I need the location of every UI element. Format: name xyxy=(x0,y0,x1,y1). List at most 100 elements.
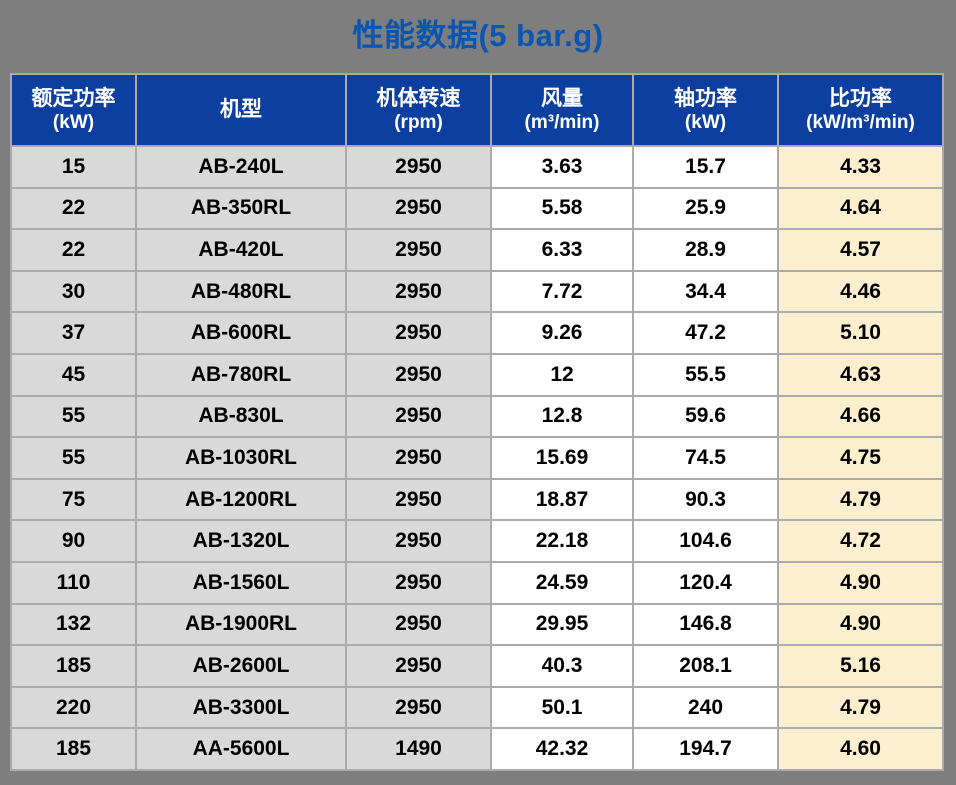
col-header-unit: (m³/min) xyxy=(524,112,600,134)
table-row: 55 AB-830L 2950 12.8 59.6 4.66 xyxy=(10,394,944,439)
cell-air-flow: 22.18 xyxy=(490,519,634,563)
cell-air-flow: 12 xyxy=(490,352,634,397)
table-row: 37 AB-600RL 2950 9.26 47.2 5.10 xyxy=(10,311,944,355)
cell-speed: 2950 xyxy=(345,644,492,688)
col-header-specific-power: 比功率 (kW/m³/min) xyxy=(777,73,944,147)
cell-specific-power: 5.10 xyxy=(777,311,944,355)
col-header-label: 额定功率 xyxy=(31,86,116,110)
cell-model: AB-1900RL xyxy=(135,602,347,647)
cell-shaft-power: 194.7 xyxy=(632,727,779,771)
cell-air-flow: 42.32 xyxy=(490,727,634,771)
col-header-unit: (rpm) xyxy=(394,112,443,134)
cell-rated-power: 55 xyxy=(10,394,137,439)
cell-air-flow: 5.58 xyxy=(490,186,634,231)
cell-rated-power: 15 xyxy=(10,145,137,189)
cell-specific-power: 4.90 xyxy=(777,560,944,605)
cell-rated-power: 220 xyxy=(10,685,137,730)
col-header-label: 机型 xyxy=(220,98,262,122)
cell-specific-power: 4.57 xyxy=(777,228,944,272)
cell-specific-power: 4.66 xyxy=(777,394,944,439)
page-title: 性能数据(5 bar.g) xyxy=(352,18,604,53)
cell-rated-power: 55 xyxy=(10,436,137,480)
col-header-label: 机体转速 xyxy=(376,86,461,110)
table-row: 75 AB-1200RL 2950 18.87 90.3 4.79 xyxy=(10,477,944,522)
cell-speed: 2950 xyxy=(345,352,492,397)
cell-rated-power: 45 xyxy=(10,352,137,397)
col-header-shaft-power: 轴功率 (kW) xyxy=(632,73,779,147)
col-header-label: 比功率 xyxy=(829,86,892,110)
cell-model: AB-350RL xyxy=(135,186,347,231)
cell-model: AB-1320L xyxy=(135,519,347,563)
cell-shaft-power: 146.8 xyxy=(632,602,779,647)
cell-shaft-power: 74.5 xyxy=(632,436,779,480)
table-row: 22 AB-350RL 2950 5.58 25.9 4.64 xyxy=(10,186,944,231)
table-row: 185 AA-5600L 1490 42.32 194.7 4.60 xyxy=(10,727,944,771)
cell-specific-power: 4.33 xyxy=(777,145,944,189)
cell-rated-power: 37 xyxy=(10,311,137,355)
cell-air-flow: 15.69 xyxy=(490,436,634,480)
cell-specific-power: 4.79 xyxy=(777,477,944,522)
cell-speed: 2950 xyxy=(345,519,492,563)
table-row: 185 AB-2600L 2950 40.3 208.1 5.16 xyxy=(10,644,944,688)
cell-rated-power: 22 xyxy=(10,228,137,272)
cell-air-flow: 24.59 xyxy=(490,560,634,605)
table-row: 15 AB-240L 2950 3.63 15.7 4.33 xyxy=(10,145,944,189)
cell-shaft-power: 104.6 xyxy=(632,519,779,563)
cell-shaft-power: 59.6 xyxy=(632,394,779,439)
cell-specific-power: 4.60 xyxy=(777,727,944,771)
cell-specific-power: 4.46 xyxy=(777,269,944,314)
cell-air-flow: 29.95 xyxy=(490,602,634,647)
table-row: 132 AB-1900RL 2950 29.95 146.8 4.90 xyxy=(10,602,944,647)
performance-table: 额定功率 (kW) 机型 机体转速 (rpm) 风量 (m³/min) 轴功率 … xyxy=(10,73,944,771)
cell-speed: 2950 xyxy=(345,436,492,480)
cell-speed: 2950 xyxy=(345,145,492,189)
col-header-label: 轴功率 xyxy=(674,86,737,110)
table-row: 220 AB-3300L 2950 50.1 240 4.79 xyxy=(10,685,944,730)
cell-shaft-power: 34.4 xyxy=(632,269,779,314)
cell-air-flow: 3.63 xyxy=(490,145,634,189)
cell-speed: 2950 xyxy=(345,560,492,605)
cell-speed: 2950 xyxy=(345,311,492,355)
col-header-model: 机型 xyxy=(135,73,347,147)
cell-shaft-power: 55.5 xyxy=(632,352,779,397)
cell-model: AB-3300L xyxy=(135,685,347,730)
cell-rated-power: 185 xyxy=(10,644,137,688)
cell-speed: 2950 xyxy=(345,477,492,522)
table-row: 30 AB-480RL 2950 7.72 34.4 4.46 xyxy=(10,269,944,314)
cell-specific-power: 4.90 xyxy=(777,602,944,647)
cell-model: AB-420L xyxy=(135,228,347,272)
cell-air-flow: 7.72 xyxy=(490,269,634,314)
cell-shaft-power: 90.3 xyxy=(632,477,779,522)
cell-model: AB-1030RL xyxy=(135,436,347,480)
table-row: 45 AB-780RL 2950 12 55.5 4.63 xyxy=(10,352,944,397)
table-row: 110 AB-1560L 2950 24.59 120.4 4.90 xyxy=(10,560,944,605)
cell-model: AB-1560L xyxy=(135,560,347,605)
cell-speed: 1490 xyxy=(345,727,492,771)
cell-rated-power: 30 xyxy=(10,269,137,314)
cell-specific-power: 4.72 xyxy=(777,519,944,563)
col-header-unit: (kW) xyxy=(684,112,727,134)
col-header-air-flow: 风量 (m³/min) xyxy=(490,73,634,147)
cell-model: AB-830L xyxy=(135,394,347,439)
cell-shaft-power: 28.9 xyxy=(632,228,779,272)
cell-specific-power: 4.79 xyxy=(777,685,944,730)
cell-rated-power: 90 xyxy=(10,519,137,563)
cell-model: AB-240L xyxy=(135,145,347,189)
cell-speed: 2950 xyxy=(345,269,492,314)
cell-air-flow: 18.87 xyxy=(490,477,634,522)
cell-shaft-power: 25.9 xyxy=(632,186,779,231)
cell-shaft-power: 120.4 xyxy=(632,560,779,605)
cell-model: AB-480RL xyxy=(135,269,347,314)
cell-specific-power: 4.63 xyxy=(777,352,944,397)
cell-model: AB-2600L xyxy=(135,644,347,688)
col-header-speed: 机体转速 (rpm) xyxy=(345,73,492,147)
cell-shaft-power: 240 xyxy=(632,685,779,730)
cell-rated-power: 185 xyxy=(10,727,137,771)
cell-air-flow: 6.33 xyxy=(490,228,634,272)
header-row: 额定功率 (kW) 机型 机体转速 (rpm) 风量 (m³/min) 轴功率 … xyxy=(10,73,944,147)
cell-shaft-power: 47.2 xyxy=(632,311,779,355)
cell-rated-power: 75 xyxy=(10,477,137,522)
col-header-unit: (kW) xyxy=(52,112,95,134)
col-header-unit: (kW/m³/min) xyxy=(806,112,915,134)
cell-model: AB-1200RL xyxy=(135,477,347,522)
